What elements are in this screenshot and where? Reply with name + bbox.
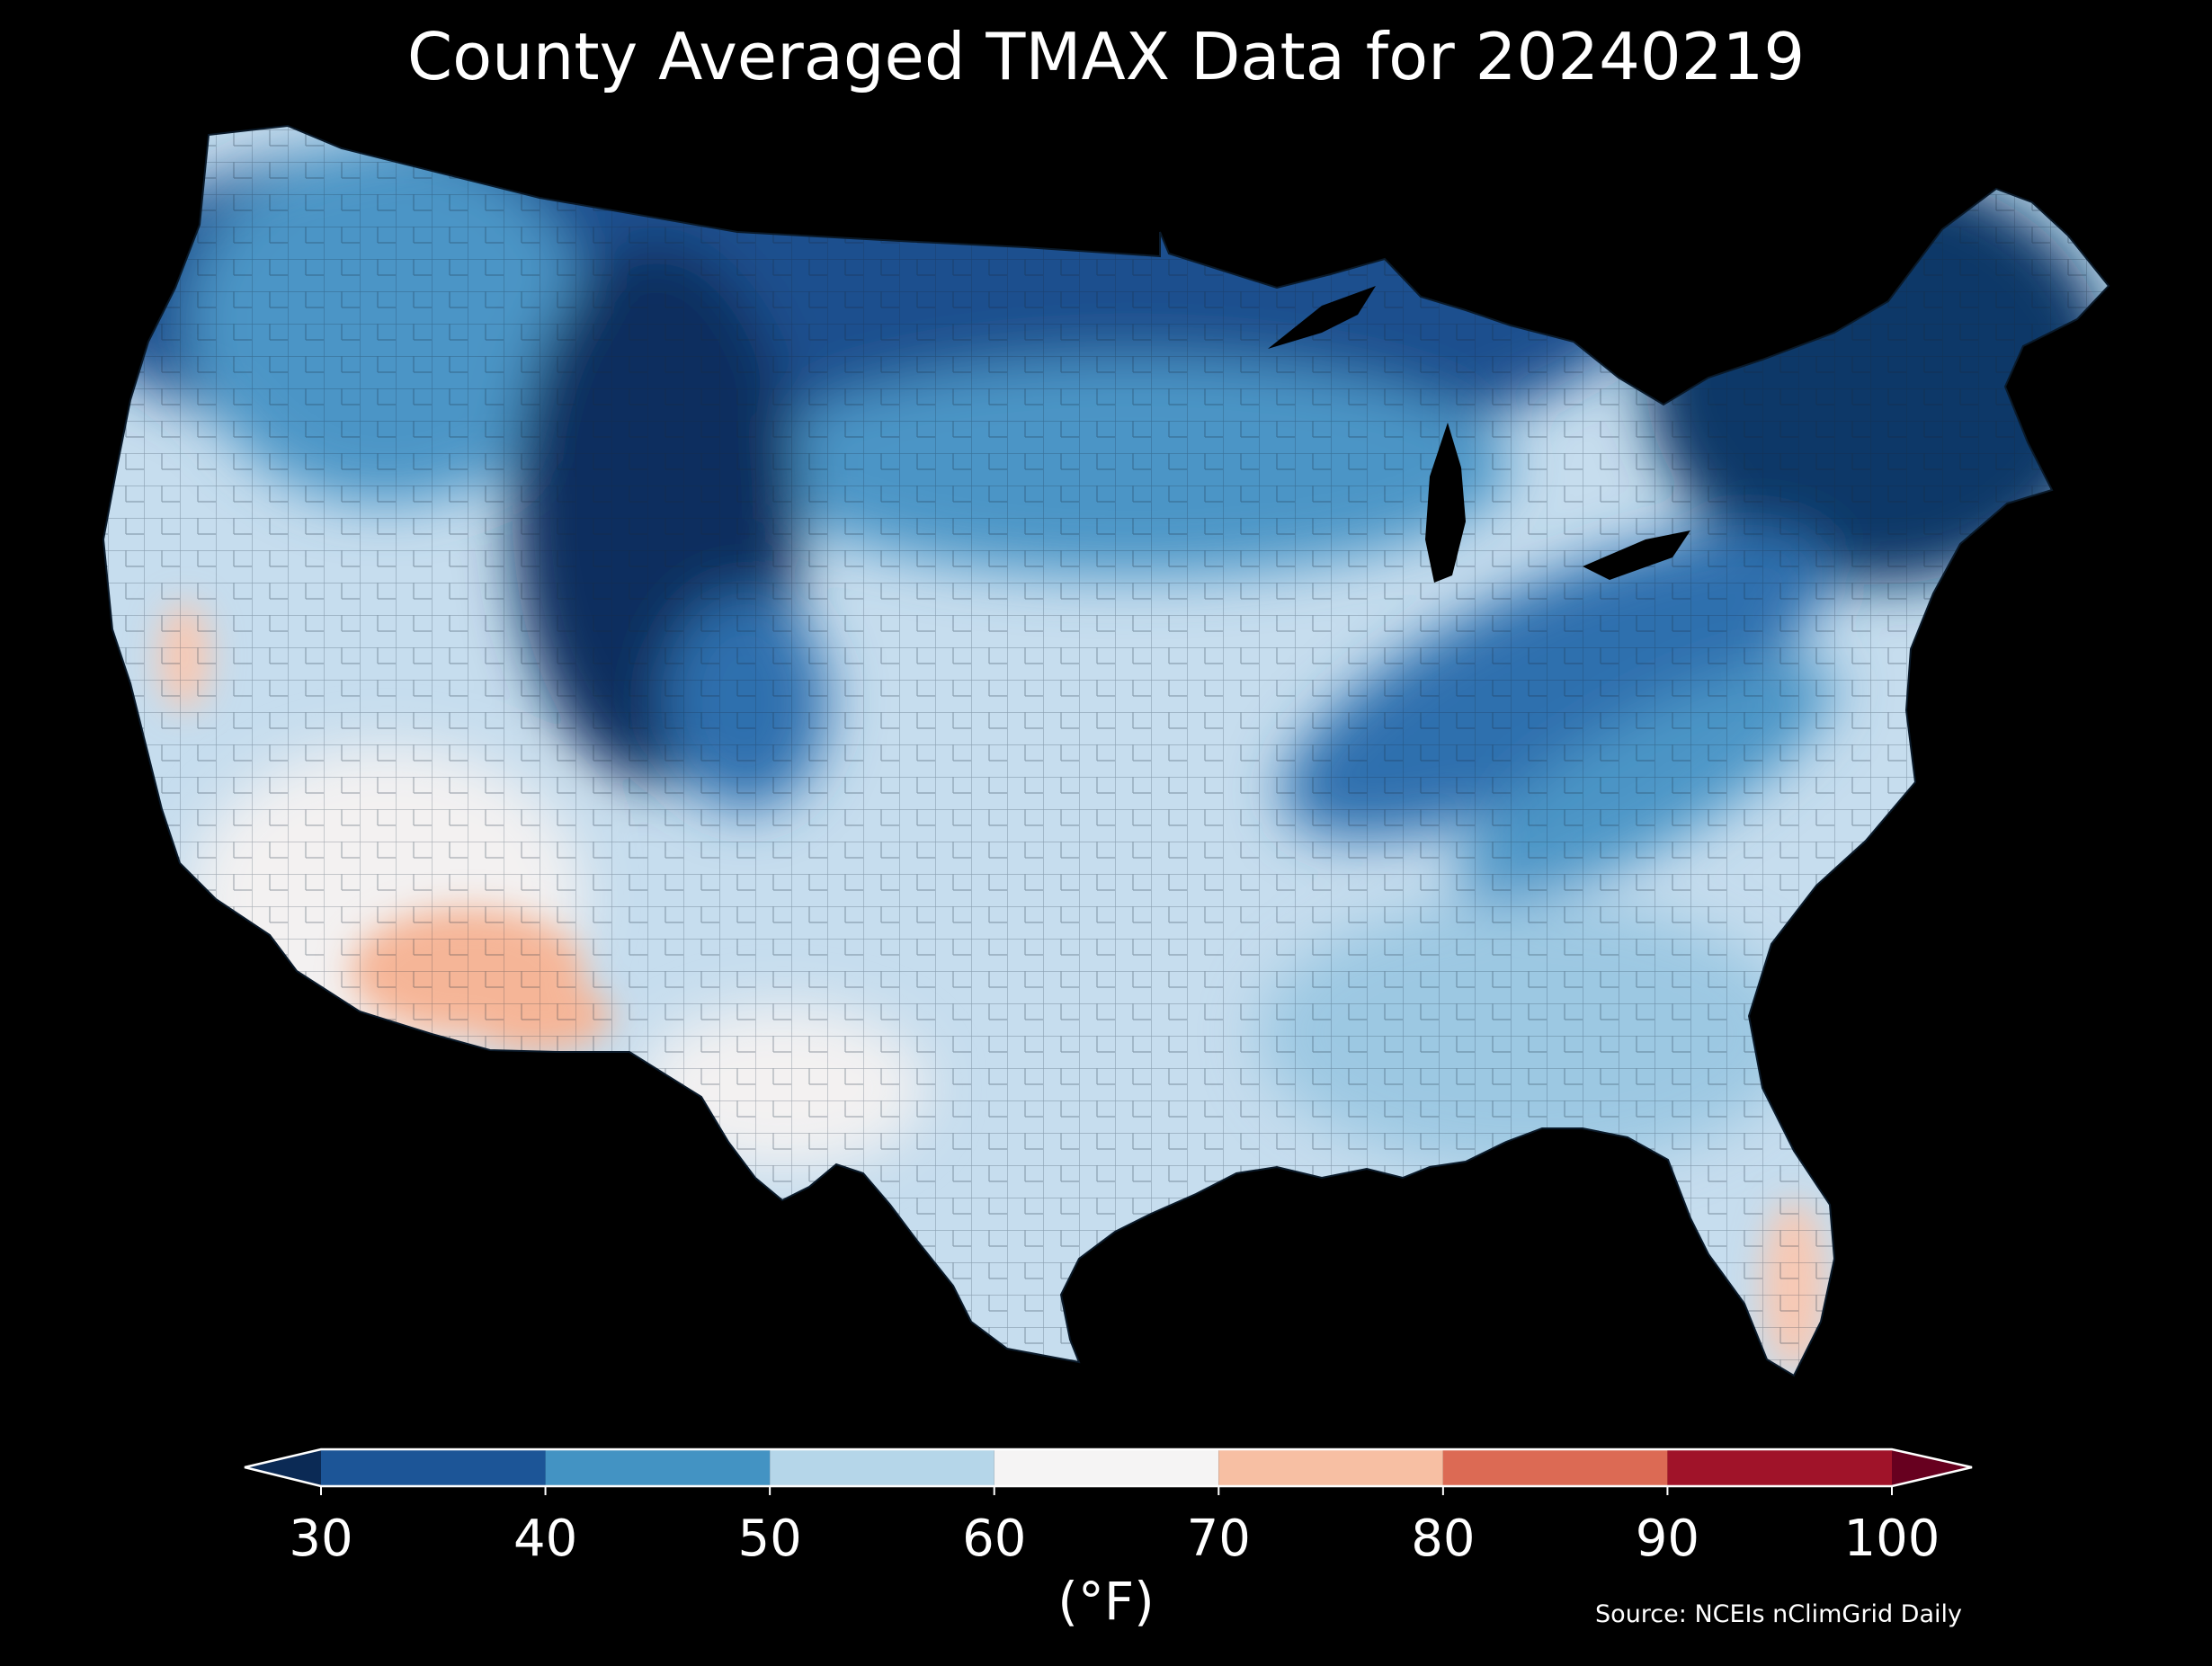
colorbar-tick-label: 40 <box>513 1510 577 1568</box>
colorbar-tick-label: 30 <box>289 1510 352 1568</box>
colorbar-tick-label: 80 <box>1411 1510 1475 1568</box>
map-title: County Averaged TMAX Data for 20240219 <box>406 19 1806 94</box>
colorbar-under-arrow <box>245 1449 321 1486</box>
colorbar-over-arrow <box>1892 1449 1972 1486</box>
lake-superior <box>1268 286 1376 349</box>
colorbar-units-label: (°F) <box>1057 1571 1155 1632</box>
colorbar-bin-40-50 <box>545 1449 771 1486</box>
colorbar-tick-label: 60 <box>962 1510 1026 1568</box>
colorbar-bin-50-60 <box>770 1449 995 1486</box>
colorbar-bin-30-40 <box>321 1449 546 1486</box>
colorbar-bin-90-100 <box>1667 1449 1892 1486</box>
colorbar-tick-label: 100 <box>1844 1510 1940 1568</box>
colorbar-bin-80-90 <box>1442 1449 1668 1486</box>
great-lakes <box>1268 286 1690 583</box>
us-county-tmax-map <box>102 124 2110 1377</box>
lake-michigan <box>1425 423 1466 583</box>
source-credit: Source: NCEIs nClimGrid Daily <box>1595 1600 1962 1628</box>
colorbar-tick-label: 90 <box>1636 1510 1699 1568</box>
us-outline <box>102 124 2110 1377</box>
lake-erie <box>1583 530 1690 580</box>
colorbar-bin-70-80 <box>1218 1449 1443 1486</box>
colorbar-bin-60-70 <box>994 1449 1219 1486</box>
colorbar-tick-label: 50 <box>738 1510 802 1568</box>
colorbar-tick-label: 70 <box>1187 1510 1251 1568</box>
